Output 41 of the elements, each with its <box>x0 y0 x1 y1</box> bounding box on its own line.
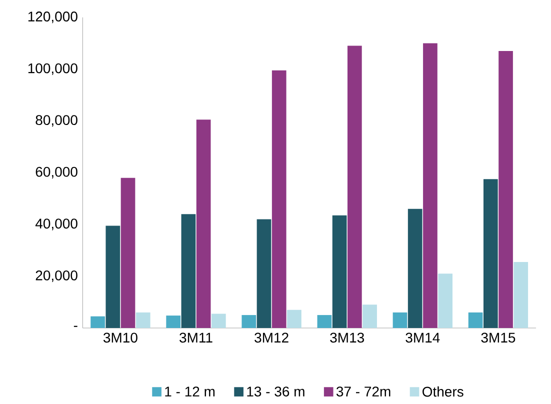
x-tick-label: 3M12 <box>254 332 288 343</box>
bar <box>392 312 408 328</box>
y-tick-label: 20,000 <box>36 270 78 282</box>
legend-label: Others <box>422 386 464 397</box>
bar <box>347 46 362 328</box>
bar <box>166 316 181 328</box>
x-tick-label: 3M14 <box>406 332 440 343</box>
bar <box>483 179 498 328</box>
bar <box>287 310 302 328</box>
bar <box>498 50 513 328</box>
x-tick-label: 3M15 <box>481 332 516 343</box>
bar <box>438 274 453 328</box>
bar <box>256 219 272 328</box>
bar <box>90 316 105 328</box>
bar <box>181 214 196 328</box>
y-tick-label: 100,000 <box>28 63 78 75</box>
bar <box>242 315 256 328</box>
bar <box>136 312 150 328</box>
y-tick-label: 80,000 <box>36 115 78 127</box>
legend-label: 13 - 36 m <box>247 386 304 397</box>
bar <box>120 178 136 328</box>
bar <box>196 120 211 328</box>
legend-label: 1 - 12 m <box>165 386 215 396</box>
y-tick-label: 120,000 <box>28 12 78 24</box>
bar <box>211 314 226 328</box>
bar <box>317 315 332 328</box>
x-tick-label: 3M10 <box>103 332 138 343</box>
y-tick-label: 40,000 <box>35 218 78 230</box>
y-tick-label: - <box>74 326 78 327</box>
bar <box>423 43 438 328</box>
x-tick-label: 3M13 <box>330 332 364 343</box>
x-tick-label: 3M11 <box>180 332 212 343</box>
legend-label: 37 - 72m <box>336 386 390 397</box>
bar <box>106 226 120 328</box>
bar <box>408 208 422 328</box>
bar <box>272 70 286 328</box>
bar <box>514 262 528 328</box>
bar <box>332 215 347 328</box>
bar <box>362 304 377 328</box>
bar <box>468 312 483 328</box>
y-tick-label: 60,000 <box>36 166 78 178</box>
